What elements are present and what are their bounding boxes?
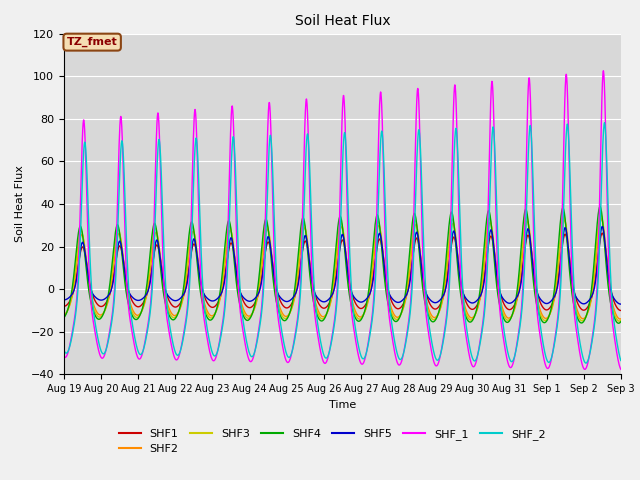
SHF4 [274, 304, 282, 310]
SHF2 [157, 255, 164, 261]
SHF2 [606, 287, 614, 292]
SHF3 [60, 313, 68, 319]
Y-axis label: Soil Heat Flux: Soil Heat Flux [15, 166, 25, 242]
SHF_1 [606, 294, 614, 300]
SHF5 [298, 254, 305, 260]
SHF_1 [298, 245, 305, 251]
SHF1 [124, 283, 131, 289]
Title: Soil Heat Flux: Soil Heat Flux [294, 14, 390, 28]
SHF4 [617, 319, 625, 324]
SHF4 [596, 204, 604, 209]
SHF4 [606, 297, 614, 303]
SHF2 [546, 311, 554, 317]
SHF2 [598, 216, 605, 222]
SHF_1 [617, 366, 625, 372]
SHF_2 [546, 359, 554, 364]
SHF_2 [298, 268, 305, 274]
SHF3 [606, 292, 614, 298]
SHF3 [274, 300, 282, 306]
SHF_2 [124, 263, 131, 269]
SHF_1 [60, 354, 68, 360]
SHF4 [157, 266, 164, 272]
SHF1 [598, 230, 606, 236]
SHF2 [617, 316, 625, 322]
Line: SHF_2: SHF_2 [64, 123, 621, 363]
Line: SHF2: SHF2 [64, 219, 621, 319]
SHF_1 [274, 310, 282, 316]
SHF4 [298, 219, 305, 225]
SHF3 [617, 318, 625, 324]
Line: SHF5: SHF5 [64, 227, 621, 304]
SHF3 [616, 318, 623, 324]
SHF_1 [600, 68, 607, 73]
SHF1 [606, 281, 614, 287]
SHF1 [274, 289, 282, 295]
Line: SHF3: SHF3 [64, 215, 621, 321]
SHF5 [598, 224, 606, 229]
SHF3 [124, 292, 131, 298]
SHF_2 [600, 120, 608, 126]
SHF1 [157, 257, 164, 263]
SHF3 [597, 212, 605, 217]
SHF4 [615, 320, 623, 326]
SHF2 [274, 296, 282, 301]
SHF5 [157, 258, 164, 264]
SHF3 [546, 311, 554, 317]
X-axis label: Time: Time [329, 400, 356, 409]
SHF_1 [546, 362, 554, 368]
SHF4 [124, 297, 131, 302]
SHF1 [298, 254, 305, 260]
SHF2 [298, 239, 305, 244]
SHF2 [60, 312, 68, 317]
SHF5 [274, 290, 282, 296]
SHF4 [60, 315, 68, 321]
SHF1 [617, 308, 625, 313]
SHF1 [546, 305, 554, 311]
SHF3 [157, 261, 164, 266]
SHF_2 [606, 264, 614, 270]
Legend: SHF1, SHF2, SHF3, SHF4, SHF5, SHF_1, SHF_2: SHF1, SHF2, SHF3, SHF4, SHF5, SHF_1, SHF… [114, 424, 550, 459]
SHF_2 [274, 291, 282, 297]
SHF5 [60, 297, 68, 303]
SHF2 [124, 288, 131, 294]
SHF5 [606, 285, 614, 290]
Text: TZ_fmet: TZ_fmet [67, 37, 118, 47]
SHF4 [546, 311, 554, 316]
SHF5 [124, 285, 131, 291]
SHF1 [60, 303, 68, 309]
Line: SHF1: SHF1 [64, 233, 621, 311]
SHF_2 [617, 358, 625, 363]
SHF2 [616, 316, 624, 322]
SHF_1 [124, 292, 131, 298]
Line: SHF4: SHF4 [64, 206, 621, 323]
SHF_2 [582, 360, 589, 366]
SHF5 [617, 301, 625, 307]
SHF_1 [157, 172, 164, 178]
Line: SHF_1: SHF_1 [64, 71, 621, 369]
SHF_2 [157, 153, 164, 159]
SHF_1 [581, 366, 589, 372]
SHF_2 [60, 348, 68, 353]
SHF3 [298, 229, 305, 235]
SHF5 [546, 300, 554, 305]
